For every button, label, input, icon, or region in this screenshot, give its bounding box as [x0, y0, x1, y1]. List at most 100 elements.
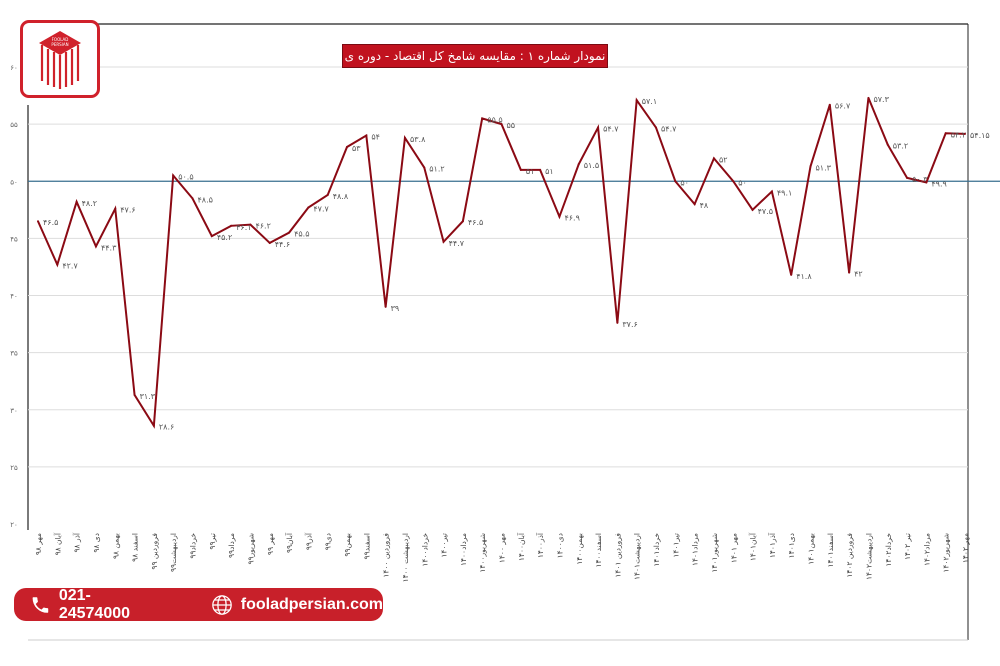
data-point: [384, 305, 387, 308]
data-label: ۳۹: [391, 304, 400, 313]
data-label: ۴۲: [854, 270, 863, 279]
x-tick-label: مرداد۱۴۰۱: [691, 533, 700, 566]
data-label: ۵۰: [680, 178, 689, 187]
y-tick-label: ۵۰: [10, 178, 18, 186]
y-tick-label: ۲۰: [10, 521, 18, 529]
chart-title: نمودار شماره ۱ : مقایسه شامخ کل اقتصاد -…: [342, 44, 608, 85]
y-tick-label: ۲۵: [10, 464, 18, 472]
data-point: [886, 143, 889, 146]
x-tick-label: شهریور۹۹: [246, 533, 255, 565]
x-tick-label: آبان ۹۸: [52, 532, 62, 555]
building-logo-icon: FOOLAD PERSIAN: [39, 31, 81, 89]
data-point: [732, 180, 735, 183]
x-tick-label: بهمن۱۴۰۰: [575, 533, 584, 565]
data-label: ۵۳: [352, 144, 361, 153]
data-point: [152, 424, 155, 427]
x-tick-label: آذر۱۴۰۰: [535, 532, 545, 558]
data-label: ۴۸: [700, 201, 709, 210]
data-label: ۴۵.۲: [217, 233, 232, 242]
data-label: ۵۴: [371, 133, 380, 142]
data-label: ۴۶.۵: [43, 218, 58, 227]
svg-text:PERSIAN: PERSIAN: [51, 42, 68, 47]
data-point: [867, 96, 870, 99]
data-label: ۴۴.۶: [275, 240, 290, 249]
x-tick-label: آذر۱۴۰۱: [767, 532, 777, 558]
data-point: [365, 134, 368, 137]
x-tick-label: بهمن۱۴۰۱: [807, 533, 816, 565]
data-label: ۴۴.۷: [449, 239, 465, 248]
data-point: [288, 231, 291, 234]
svg-text:FOOLAD: FOOLAD: [52, 37, 69, 42]
x-tick-label: مرداد۱۴۰۰: [459, 533, 468, 566]
data-label: ۵۱: [545, 167, 554, 176]
data-point: [964, 132, 966, 135]
data-label: ۵۷.۱: [642, 97, 657, 106]
globe-icon: [211, 594, 232, 615]
data-label: ۴۵.۵: [294, 230, 309, 239]
data-point: [346, 145, 348, 148]
data-point: [655, 126, 657, 129]
data-label: ۵۴.۲: [951, 130, 966, 139]
data-point: [519, 168, 522, 171]
series-line: [37, 97, 966, 429]
phone-contact[interactable]: 021- 24574000: [30, 587, 161, 623]
x-tick-label: مهر ۹۸: [34, 533, 43, 555]
website-link[interactable]: fooladpersian.com: [211, 594, 383, 616]
x-tick-label: اردیبهشت۱۴۰۲: [864, 533, 873, 580]
data-label: ۵۴.۷: [603, 125, 619, 134]
x-tick-label: شهریور۱۴۰۱: [710, 533, 719, 573]
x-tick-label: آذر۹۹: [303, 532, 313, 550]
x-tick-label: مهر ۱۴۰۱: [729, 533, 738, 563]
data-point: [230, 224, 233, 227]
x-tick-label: فروردین ۱۴۰۰: [382, 533, 391, 578]
x-tick-label: مهر ۱۴۰۲: [961, 533, 970, 563]
data-label: ۴۶.۲: [255, 222, 270, 231]
x-tick-label: بهمن ۹۸: [111, 533, 120, 559]
data-label: ۴۲.۷: [62, 262, 78, 271]
data-point: [268, 241, 271, 244]
data-point: [326, 193, 329, 196]
data-label: ۴۴.۳: [101, 243, 117, 252]
x-tick-label: فروردین ۱۴۰۱: [613, 533, 622, 578]
company-logo: FOOLAD PERSIAN: [20, 20, 100, 98]
data-label: ۵۴.۱۵: [970, 131, 990, 140]
x-tick-label: آبان۱۴۰۱: [748, 532, 758, 561]
data-label: ۵۱.۲: [429, 165, 444, 174]
data-point: [693, 203, 696, 206]
data-label: ۴۶.۹: [564, 214, 579, 223]
data-point: [635, 99, 638, 102]
y-tick-label: ۵۵: [10, 121, 18, 129]
website-url: fooladpersian.com: [240, 595, 383, 613]
data-label: ۵۷.۳: [873, 95, 889, 104]
x-tick-label: دی۱۴۰۱: [787, 533, 796, 558]
data-point: [925, 181, 928, 184]
data-point: [790, 273, 793, 276]
contact-bar: 021- 24574000 fooladpersian.com: [14, 587, 383, 623]
x-tick-label: فروردین ۱۴۰۲: [845, 533, 854, 578]
data-point: [481, 117, 484, 120]
data-point: [848, 271, 851, 274]
y-tick-label: ۴۵: [10, 235, 18, 243]
data-point: [56, 263, 59, 266]
data-label: ۴۷.۵: [758, 207, 773, 216]
x-tick-label: دی۱۴۰۰: [555, 533, 564, 558]
x-tick-label: اسفند۹۹: [362, 533, 371, 559]
phone-number: 021- 24574000: [58, 586, 131, 622]
x-tick-label: اردیبهشت۱۴۰۱: [633, 533, 642, 580]
data-label: ۴۷.۶: [120, 206, 135, 215]
data-label: ۴۹.۱: [777, 189, 792, 198]
data-point: [133, 393, 136, 396]
x-tick-label: مرداد۱۴۰۲: [922, 533, 931, 566]
x-tick-label: خرداد۱۴۰۰: [420, 533, 429, 567]
data-label: ۵۳.۸: [410, 135, 426, 144]
data-point: [674, 180, 677, 183]
x-tick-label: شهریور۱۴۰۲: [942, 533, 951, 573]
x-tick-label: تیر۱۴۰۰: [440, 533, 449, 558]
data-label: ۵۵: [507, 121, 516, 130]
data-point: [616, 321, 619, 324]
data-point: [442, 240, 445, 243]
data-label: ۳۷.۶: [622, 320, 637, 329]
data-point: [597, 126, 600, 129]
y-tick-label: ۳۵: [10, 350, 18, 358]
